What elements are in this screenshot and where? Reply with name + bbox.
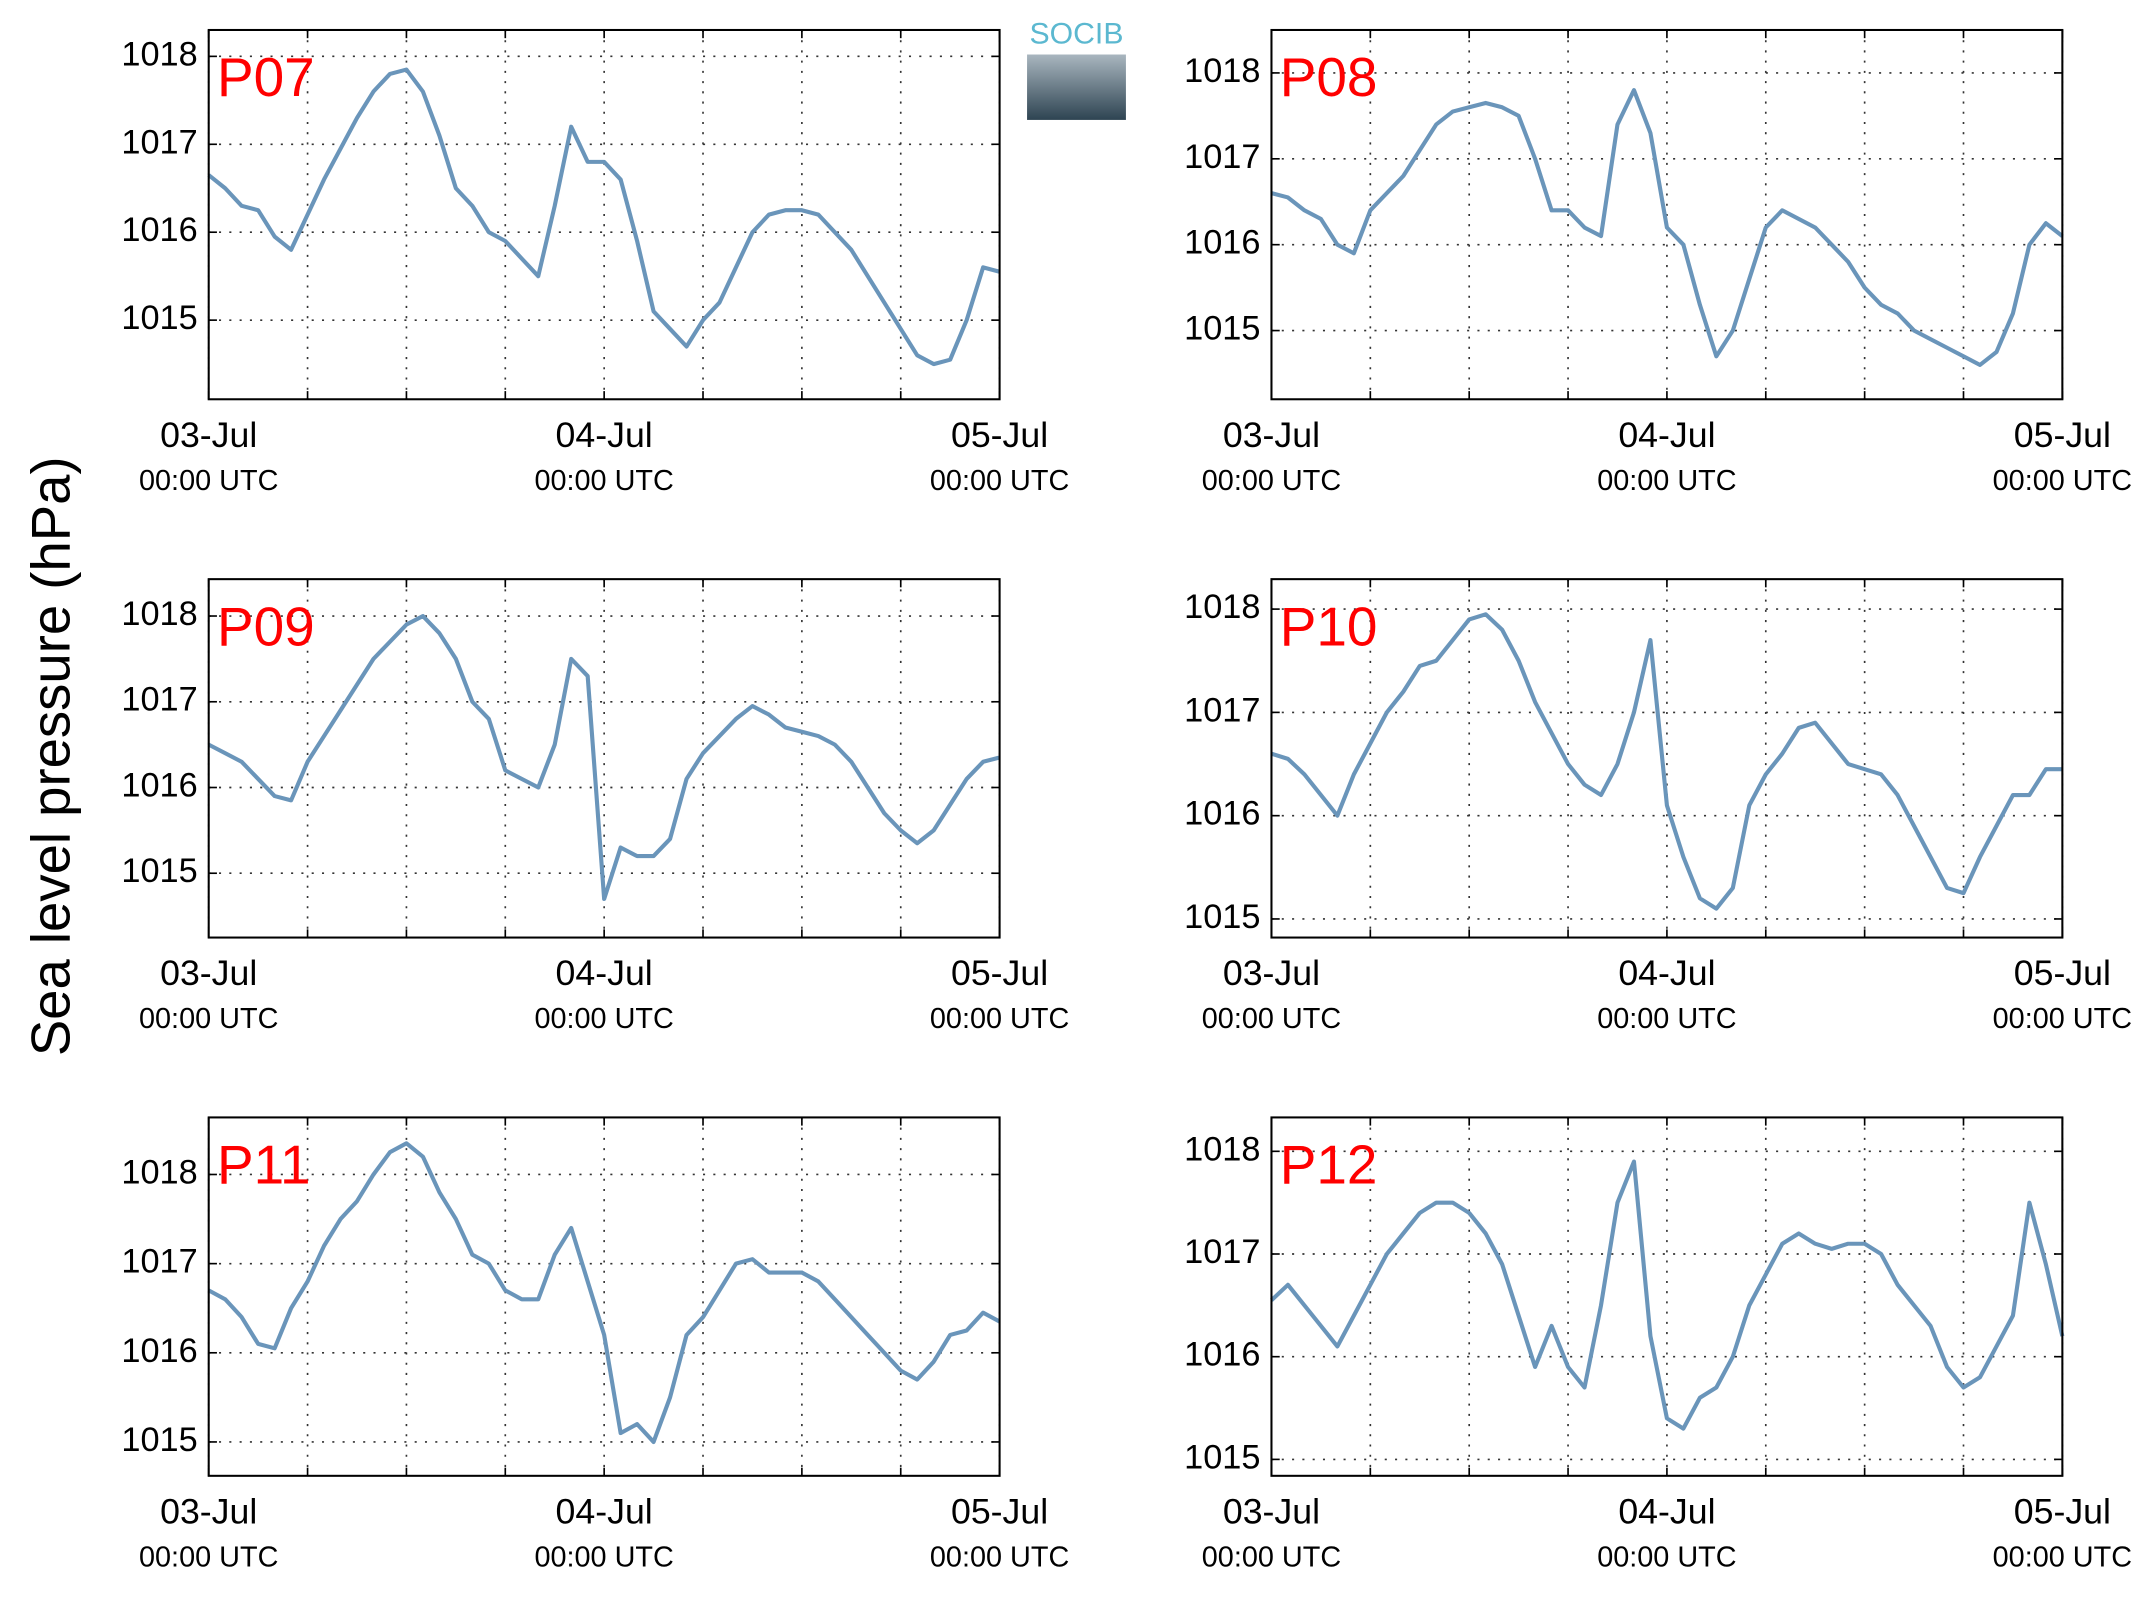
panel-title: P10 xyxy=(1280,596,1378,658)
y-tick-label: 1015 xyxy=(1184,898,1260,936)
logo-text: SOCIB xyxy=(1030,17,1124,50)
x-tick-time-label: 00:00 UTC xyxy=(1202,465,1341,497)
y-tick-label: 1018 xyxy=(121,35,197,73)
y-tick-label: 1015 xyxy=(121,299,197,337)
plot-frame xyxy=(1270,1116,2064,1477)
x-tick-time-label: 00:00 UTC xyxy=(139,1542,278,1574)
x-tick-time-label: 00:00 UTC xyxy=(930,1003,1069,1035)
plot-frame xyxy=(1270,28,2064,401)
y-tick-label: 1015 xyxy=(121,852,197,890)
x-tick-time-label: 00:00 UTC xyxy=(1993,1003,2132,1035)
x-tick-time-label: 00:00 UTC xyxy=(139,465,278,497)
y-tick-label: 1016 xyxy=(1184,795,1260,833)
plot-frame xyxy=(207,28,1001,401)
x-tick-time-label: 00:00 UTC xyxy=(930,1542,1069,1574)
x-tick-label: 04-Jul xyxy=(556,1491,653,1531)
panel-title: P11 xyxy=(217,1134,311,1196)
x-tick-label: 04-Jul xyxy=(1618,415,1715,455)
y-tick-label: 1015 xyxy=(1184,310,1260,348)
x-tick-label: 04-Jul xyxy=(1618,953,1715,993)
x-tick-label: 04-Jul xyxy=(556,953,653,993)
y-tick-label: 1018 xyxy=(121,595,197,633)
x-tick-time-label: 00:00 UTC xyxy=(1202,1003,1341,1035)
data-line xyxy=(207,1141,1001,1444)
data-line xyxy=(1270,88,2064,367)
y-tick-label: 1018 xyxy=(1184,588,1260,626)
y-tick-label: 1017 xyxy=(1184,1233,1260,1271)
panel-title: P08 xyxy=(1280,46,1378,108)
y-tick-label: 1015 xyxy=(121,1421,197,1459)
y-tick-label: 1017 xyxy=(1184,138,1260,176)
x-tick-label: 04-Jul xyxy=(1618,1491,1715,1531)
x-tick-time-label: 00:00 UTC xyxy=(1597,1542,1736,1574)
panel-title: P12 xyxy=(1280,1134,1378,1196)
y-tick-label: 1015 xyxy=(1184,1438,1260,1476)
data-line xyxy=(1270,1159,2065,1431)
x-tick-time-label: 00:00 UTC xyxy=(1993,1542,2132,1574)
x-tick-time-label: 00:00 UTC xyxy=(534,1003,673,1035)
x-tick-time-label: 00:00 UTC xyxy=(1597,465,1736,497)
x-tick-label: 05-Jul xyxy=(2014,953,2111,993)
x-tick-label: 05-Jul xyxy=(951,1491,1048,1531)
logo-mark xyxy=(1027,54,1126,120)
x-tick-label: 04-Jul xyxy=(556,415,653,455)
x-tick-label: 03-Jul xyxy=(1223,1491,1320,1531)
data-line xyxy=(207,67,1001,367)
y-tick-label: 1016 xyxy=(121,767,197,805)
x-tick-label: 05-Jul xyxy=(951,953,1048,993)
y-tick-label: 1018 xyxy=(1184,52,1260,90)
x-tick-label: 05-Jul xyxy=(951,415,1048,455)
y-tick-label: 1018 xyxy=(121,1154,197,1192)
x-tick-label: 03-Jul xyxy=(1223,415,1320,455)
x-tick-label: 05-Jul xyxy=(2014,415,2111,455)
x-tick-label: 03-Jul xyxy=(160,415,257,455)
x-tick-time-label: 00:00 UTC xyxy=(1202,1542,1341,1574)
y-tick-label: 1016 xyxy=(1184,1336,1260,1374)
x-tick-time-label: 00:00 UTC xyxy=(139,1003,278,1035)
x-tick-time-label: 00:00 UTC xyxy=(930,465,1069,497)
y-axis-label: Sea level pressure (hPa) xyxy=(19,456,81,1056)
plot-frame xyxy=(207,1116,1001,1477)
panel-title: P07 xyxy=(217,46,315,108)
x-tick-label: 03-Jul xyxy=(160,1491,257,1531)
x-tick-label: 05-Jul xyxy=(2014,1491,2111,1531)
x-tick-time-label: 00:00 UTC xyxy=(1597,1003,1736,1035)
y-tick-label: 1018 xyxy=(1184,1130,1260,1168)
y-tick-label: 1017 xyxy=(121,681,197,719)
data-line xyxy=(207,613,1001,902)
x-tick-time-label: 00:00 UTC xyxy=(1993,465,2132,497)
x-tick-label: 03-Jul xyxy=(1223,953,1320,993)
x-tick-label: 03-Jul xyxy=(160,953,257,993)
x-tick-time-label: 00:00 UTC xyxy=(534,465,673,497)
plot-frame xyxy=(207,578,1001,939)
x-tick-time-label: 00:00 UTC xyxy=(534,1542,673,1574)
y-tick-label: 1017 xyxy=(121,123,197,161)
y-tick-label: 1016 xyxy=(1184,224,1260,262)
plot-frame xyxy=(1270,578,2064,939)
y-tick-label: 1017 xyxy=(121,1243,197,1281)
y-tick-label: 1016 xyxy=(121,211,197,249)
y-tick-label: 1017 xyxy=(1184,691,1260,729)
data-line xyxy=(1270,612,2063,911)
y-tick-label: 1016 xyxy=(121,1332,197,1370)
panel-title: P09 xyxy=(217,596,315,658)
